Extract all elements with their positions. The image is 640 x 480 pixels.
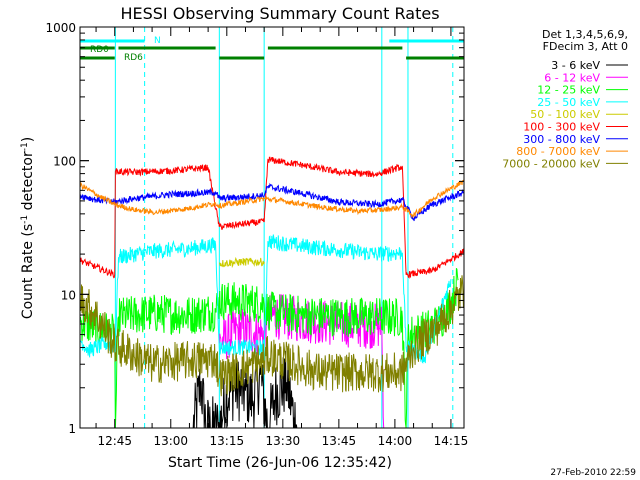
legend-entry-label: 800 - 7000 keV bbox=[516, 145, 600, 158]
data-series bbox=[79, 156, 465, 429]
legend-entry-label: 100 - 300 keV bbox=[523, 121, 600, 134]
flag-bar-segment bbox=[219, 56, 265, 60]
flag-bar-segment bbox=[80, 46, 115, 50]
legend-header: Det 1,3,4,5,6,9, bbox=[542, 28, 628, 41]
flag-bar-label: RD6 bbox=[124, 53, 143, 63]
flag-bar-segment bbox=[389, 39, 464, 43]
marker-lines bbox=[114, 27, 454, 428]
legend-entry-label: 6 - 12 keV bbox=[544, 71, 600, 84]
y-tick-label: 1 bbox=[68, 422, 76, 436]
flag-bar-segment bbox=[80, 39, 145, 43]
series-line-300-800-kev bbox=[79, 182, 465, 222]
x-tick-label: 13:00 bbox=[153, 434, 188, 448]
axes: 1 10 100 1000 12:45 13:00 13:15 13:30 13:45 14:00… bbox=[45, 21, 468, 448]
series-line-50-100-kev bbox=[218, 256, 265, 269]
x-tick-label: 13:15 bbox=[210, 434, 245, 448]
flag-bar-label: RD0 bbox=[90, 45, 109, 55]
x-tick-label: 14:15 bbox=[434, 434, 469, 448]
legend-entry-label: 7000 - 20000 keV bbox=[502, 157, 600, 170]
legend-entry-label: 25 - 50 keV bbox=[537, 96, 600, 109]
plot-frame bbox=[79, 26, 465, 429]
y-axis-label: Count Rate (s-1 detector-1) bbox=[20, 137, 36, 319]
legend-entry-label: 50 - 100 keV bbox=[530, 108, 600, 121]
series-line-800-7000-kev bbox=[79, 179, 465, 219]
y-tick-label: 10 bbox=[61, 288, 76, 302]
legend-header: FDecim 3, Att 0 bbox=[543, 40, 628, 53]
chart-title: HESSI Observing Summary Count Rates bbox=[120, 4, 439, 23]
legend: Det 1,3,4,5,6,9,FDecim 3, Att 0 3 - 6 keV… bbox=[502, 28, 628, 170]
y-tick-label: 100 bbox=[53, 155, 76, 169]
footer-date: 27-Feb-2010 22:59 bbox=[550, 468, 636, 478]
flag-bar-segment bbox=[118, 46, 216, 50]
flag-bar-segment bbox=[267, 46, 403, 50]
flag-bars: N RD0 RD6 bbox=[80, 36, 464, 63]
flag-bar-segment bbox=[406, 56, 464, 60]
x-tick-label: 13:45 bbox=[322, 434, 357, 448]
series-line-100-300-kev bbox=[79, 156, 465, 279]
y-tick-label: 1000 bbox=[45, 21, 76, 35]
series-line-7000-20000-kev bbox=[79, 275, 465, 397]
x-tick-label: 14:00 bbox=[378, 434, 413, 448]
flag-bar-segment bbox=[80, 56, 115, 60]
legend-entry-label: 300 - 800 keV bbox=[523, 133, 600, 146]
series-line-25-50-kev bbox=[79, 234, 452, 364]
series-line-12-25-kev bbox=[79, 267, 459, 429]
legend-entry-label: 3 - 6 keV bbox=[551, 59, 600, 72]
x-tick-label: 13:30 bbox=[266, 434, 301, 448]
flag-bar-label: N bbox=[154, 36, 161, 46]
x-tick-label: 12:45 bbox=[97, 434, 132, 448]
x-axis-label: Start Time (26-Jun-06 12:35:42) bbox=[168, 455, 392, 471]
legend-entry-label: 12 - 25 keV bbox=[537, 84, 600, 97]
